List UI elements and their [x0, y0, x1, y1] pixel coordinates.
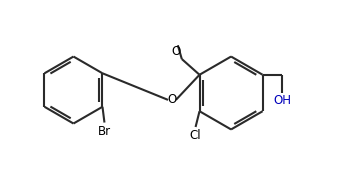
- Text: O: O: [167, 93, 177, 106]
- Text: O: O: [172, 45, 181, 58]
- Text: Br: Br: [98, 125, 111, 137]
- Text: OH: OH: [273, 95, 291, 107]
- Text: Cl: Cl: [190, 129, 202, 142]
